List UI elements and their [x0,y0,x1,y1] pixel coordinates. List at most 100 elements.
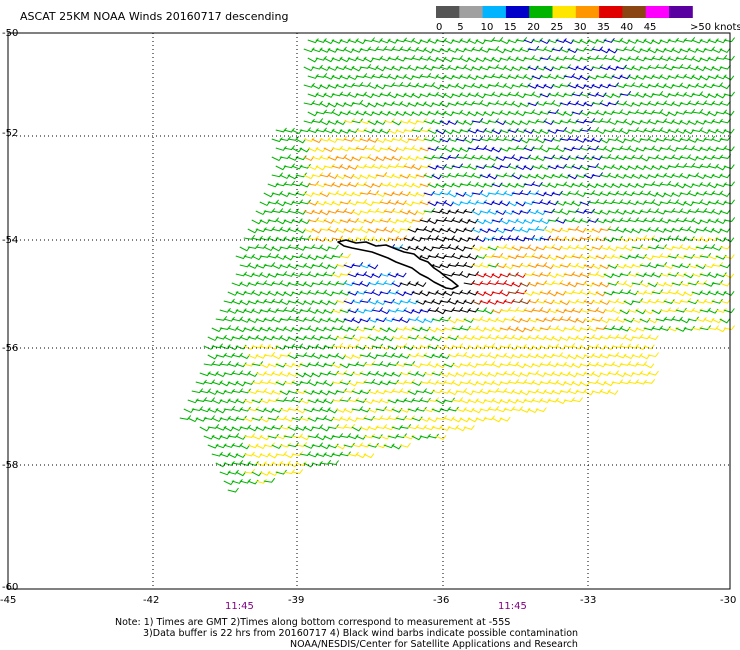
wind-barb [367,190,379,196]
wind-barb [495,388,508,393]
wind-barb [639,354,651,360]
wind-barb [475,145,488,150]
wind-barb [475,307,487,313]
wind-barb [591,172,603,178]
wind-barb [583,246,595,252]
wind-barb [395,307,407,313]
wind-barb [315,55,327,61]
wind-barb [487,136,500,141]
wind-barb [251,255,263,261]
wind-barb [471,246,483,252]
wind-barb [643,363,655,369]
wind-barb [679,64,691,70]
wind-barb [223,443,235,448]
lat-label: -60 [2,582,18,593]
wind-barb [259,435,271,441]
wind-barb [371,307,383,313]
wind-barb [463,208,475,214]
wind-barb [539,398,551,404]
wind-barb [659,271,671,277]
wind-barb [219,325,231,330]
wind-barb [547,183,559,189]
wind-barb [683,37,696,42]
lon-label: -30 [720,595,736,606]
legend-label: 45 [644,22,657,33]
wind-barb [439,354,451,360]
wind-barb [535,245,547,251]
wind-barb [443,235,455,241]
wind-barb [523,271,535,277]
wind-barb [455,64,467,70]
wind-barb [607,298,619,304]
wind-barb [379,145,391,151]
wind-barb [403,397,415,403]
wind-barb [291,199,303,205]
wind-barb [303,462,315,468]
wind-barb [691,199,703,205]
wind-barb [443,307,455,313]
wind-barb [355,39,367,45]
wind-barb [691,108,704,114]
wind-barb [267,397,279,403]
wind-barb [231,316,243,322]
wind-barb [543,66,555,72]
wind-barb [283,379,295,385]
wind-barb [351,99,364,105]
wind-barb [387,327,399,333]
wind-barb [539,55,551,61]
wind-barb [611,109,623,115]
wind-barb [663,154,675,160]
wind-barb [399,370,411,376]
wind-barb [207,354,219,360]
wind-barb [563,73,575,79]
wind-barb [395,362,407,367]
wind-barb [547,379,559,385]
wind-barb [263,192,275,198]
wind-barb [295,172,307,178]
wind-barb [651,309,663,315]
wind-barb [439,190,452,195]
wind-barb [535,226,548,231]
wind-barb [563,55,576,60]
wind-barb [367,354,379,360]
wind-barb [527,388,539,394]
wind-barb [383,65,395,71]
wind-barb [655,172,667,178]
wind-barb [487,82,500,87]
wind-barb [227,469,239,475]
wind-barb [351,156,363,162]
wind-barb [723,37,735,43]
wind-barb [715,54,728,60]
wind-barb [451,325,463,331]
wind-barb [503,154,515,160]
wind-barb [663,173,675,179]
wind-barb [323,381,335,387]
wind-barb [331,91,343,97]
wind-barb [651,181,663,187]
wind-barb [483,235,495,241]
wind-barb [499,235,511,241]
wind-barb [507,361,519,367]
wind-barb [239,246,251,252]
wind-barb [251,235,263,241]
wind-barb [683,325,695,331]
wind-barb [551,119,563,125]
wind-barb [395,74,407,79]
wind-barb [599,191,611,197]
wind-barb [527,136,540,141]
wind-barb [563,163,575,169]
wind-barb [643,235,655,241]
wind-barb [431,84,443,90]
wind-barb [459,147,471,153]
wind-barb [243,468,256,474]
wind-barb [471,46,483,52]
wind-barb [211,380,223,386]
wind-barb [663,299,675,304]
wind-barb [675,307,687,313]
wind-barb [279,352,292,357]
wind-barb [427,290,439,295]
wind-barb [619,379,631,385]
wind-barb [703,173,715,179]
wind-barb [379,91,391,97]
wind-barb [427,74,439,79]
